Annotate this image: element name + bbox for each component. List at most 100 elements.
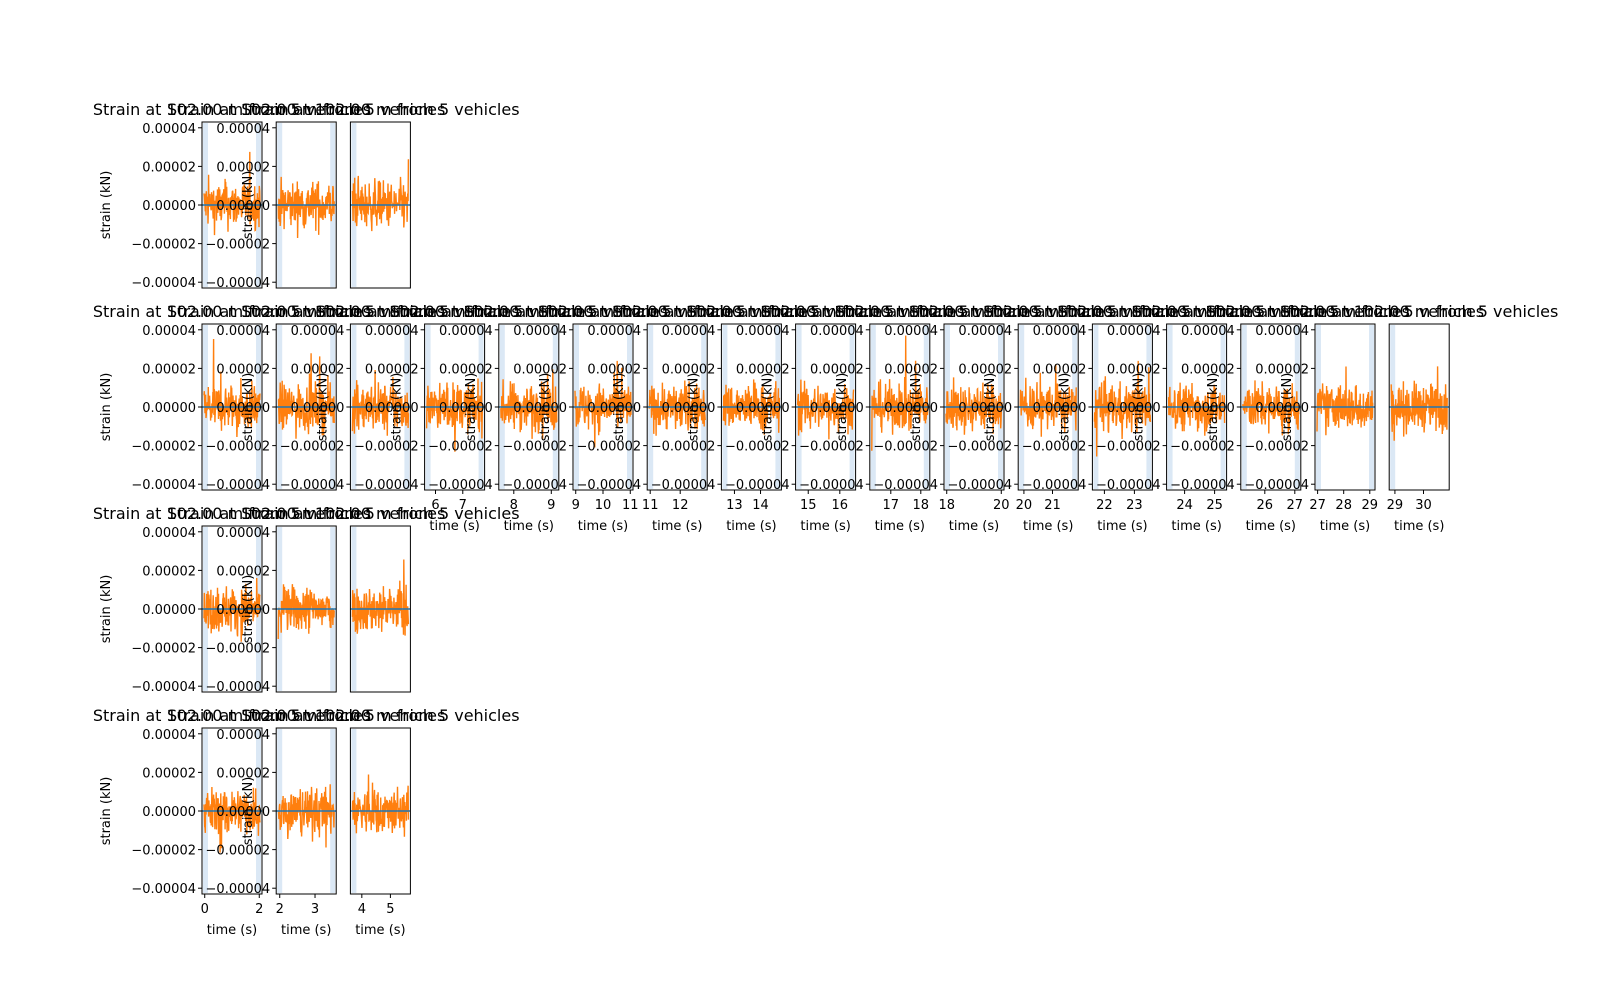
- x-axis-label: time (s): [429, 519, 479, 534]
- y-tick-label: 0.00002: [439, 362, 493, 377]
- y-tick-label: 0.00004: [142, 324, 196, 339]
- y-axis-label: strain (kN): [99, 575, 114, 644]
- y-tick-label: −0.00002: [206, 844, 271, 859]
- x-axis-label: time (s): [355, 923, 405, 938]
- x-tick-label: 25: [1206, 498, 1223, 513]
- y-tick-label: −0.00002: [799, 440, 864, 455]
- y-tick-label: −0.00004: [651, 478, 716, 493]
- panel-title: Strain at 102.00 m from 5 vehicles: [612, 302, 890, 321]
- y-tick-label: −0.00002: [1096, 440, 1161, 455]
- y-tick-label: 0.00004: [1033, 324, 1087, 339]
- y-tick-label: −0.00002: [428, 440, 493, 455]
- panel-title: Strain at 102.00 m from 5 vehicles: [241, 100, 519, 119]
- panel-r1-p13: 0.00004 0.00002 0.00000 −0.00002 −0.00004 str…: [1057, 302, 1335, 534]
- panel-r1-p4: 0.00004 0.00002 0.00000 −0.00002 −0.00004 str…: [390, 302, 668, 534]
- strain-signal-line: [796, 379, 855, 440]
- strain-signal-line: [1093, 360, 1152, 457]
- x-tick-label: 18: [913, 498, 930, 513]
- y-tick-label: 0.00004: [216, 324, 270, 339]
- x-tick-label: 29: [1362, 498, 1379, 513]
- x-tick-label: 20: [993, 498, 1010, 513]
- y-tick-label: −0.00002: [131, 440, 196, 455]
- x-axis-label: time (s): [652, 519, 702, 534]
- y-tick-label: 0.00000: [810, 401, 864, 416]
- y-tick-label: 0.00004: [587, 324, 641, 339]
- y-tick-label: 0.00004: [884, 324, 938, 339]
- strain-signal-line: [351, 559, 410, 636]
- y-tick-label: 0.00002: [1255, 362, 1309, 377]
- panel-frame: [349, 727, 411, 895]
- x-tick-label: 22: [1096, 498, 1113, 513]
- strain-signal-line: [277, 176, 335, 239]
- strain-signal-line: [351, 159, 410, 232]
- y-tick-label: −0.00002: [873, 440, 938, 455]
- x-axis-label: time (s): [726, 519, 776, 534]
- panel-r1-p1: 0.00004 0.00002 0.00000 −0.00002 −0.00004 str…: [167, 302, 445, 493]
- x-tick-label: 2: [276, 902, 284, 917]
- x-tick-label: 5: [386, 902, 394, 917]
- y-tick-label: 0.00002: [291, 362, 345, 377]
- strain-signal-line: [1167, 382, 1226, 436]
- y-axis-label: strain (kN): [99, 171, 114, 240]
- y-tick-label: 0.00004: [216, 526, 270, 541]
- y-tick-label: −0.00004: [1170, 478, 1235, 493]
- strain-signal-line: [277, 584, 335, 640]
- x-tick-label: 20: [1016, 498, 1033, 513]
- x-axis-label: time (s): [1246, 519, 1296, 534]
- y-axis-label: strain (kN): [464, 373, 479, 442]
- strain-signal-line: [1390, 366, 1448, 441]
- y-tick-label: −0.00002: [1170, 440, 1235, 455]
- panel-title: Strain at 102.00 m from 5 vehicles: [167, 100, 445, 119]
- y-tick-label: −0.00004: [131, 882, 196, 897]
- y-tick-label: 0.00004: [365, 324, 419, 339]
- panel-frame: [349, 121, 411, 289]
- y-tick-label: 0.00000: [1107, 401, 1161, 416]
- y-tick-label: −0.00004: [873, 478, 938, 493]
- panel-title: Strain at 102.00 m from 5 vehicles: [167, 504, 445, 523]
- panel-r3-p2: 4 5 time (s) Strain at 102.00 m from 5 vehi…: [241, 706, 519, 938]
- strain-signal-line: [722, 379, 781, 435]
- y-tick-label: 0.00000: [736, 401, 790, 416]
- panel-r1-p2: 0.00004 0.00002 0.00000 −0.00002 −0.00004 str…: [241, 302, 519, 493]
- panel-r1-p15: 0.00004 0.00002 0.00000 −0.00002 −0.00004 str…: [1206, 302, 1484, 534]
- x-tick-label: 9: [547, 498, 555, 513]
- panel-title: Strain at 102.00 m from 5 vehicles: [1206, 302, 1484, 321]
- y-axis-label: strain (kN): [241, 575, 256, 644]
- y-axis-label: strain (kN): [390, 373, 405, 442]
- x-axis-label: time (s): [875, 519, 925, 534]
- y-tick-label: 0.00000: [958, 401, 1012, 416]
- y-axis-label: strain (kN): [241, 777, 256, 846]
- panel-title: Strain at 102.00 m from 5 vehicles: [93, 504, 371, 523]
- y-tick-label: 0.00000: [365, 401, 419, 416]
- y-tick-label: 0.00004: [1255, 324, 1309, 339]
- panel-r0-p0: 0.00004 0.00002 0.00000 −0.00002 −0.00004 str…: [93, 100, 371, 291]
- y-axis-label: strain (kN): [538, 373, 553, 442]
- y-tick-label: 0.00000: [142, 805, 196, 820]
- x-axis-label: time (s): [1320, 519, 1370, 534]
- panel-title: Strain at 102.00 m from 5 vehicles: [390, 302, 668, 321]
- x-tick-label: 23: [1126, 498, 1143, 513]
- y-tick-label: −0.00002: [131, 642, 196, 657]
- x-tick-label: 4: [358, 902, 366, 917]
- x-axis-label: time (s): [281, 923, 331, 938]
- panel-r1-p12: 0.00004 0.00002 0.00000 −0.00002 −0.00004 str…: [983, 302, 1261, 534]
- x-tick-label: 6: [431, 498, 439, 513]
- x-tick-label: 28: [1335, 498, 1352, 513]
- y-tick-label: −0.00002: [1022, 440, 1087, 455]
- y-tick-label: −0.00002: [206, 238, 271, 253]
- panel-title: Strain at 102.00 m from 5 vehicles: [761, 302, 1039, 321]
- y-axis-label: strain (kN): [99, 777, 114, 846]
- y-tick-label: 0.00004: [439, 324, 493, 339]
- y-tick-label: 0.00002: [142, 362, 196, 377]
- panel-title: Strain at 102.00 m from 5 vehicles: [686, 302, 964, 321]
- y-tick-label: 0.00004: [142, 122, 196, 137]
- y-tick-label: −0.00002: [131, 238, 196, 253]
- x-tick-label: 11: [622, 498, 639, 513]
- y-tick-label: −0.00004: [948, 478, 1013, 493]
- panel-title: Strain at 102.00 m from 5 vehicles: [1132, 302, 1410, 321]
- panel-r3-p1: 0.00004 0.00002 0.00000 −0.00002 −0.00004 str…: [167, 706, 445, 938]
- x-tick-label: 14: [752, 498, 769, 513]
- y-axis-label: strain (kN): [835, 373, 850, 442]
- y-tick-label: 0.00002: [587, 362, 641, 377]
- y-tick-label: 0.00002: [216, 160, 270, 175]
